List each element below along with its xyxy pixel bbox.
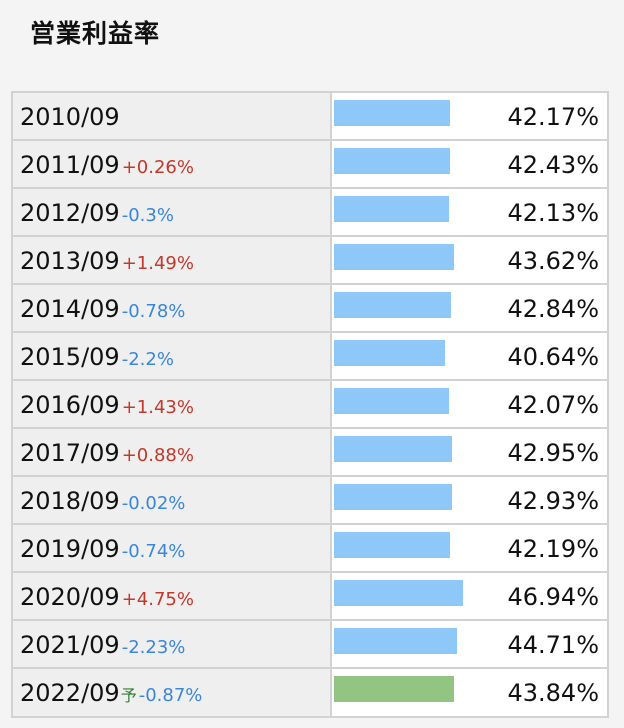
operating-margin-table: 2010/09 42.17% 2011/09 +0.26% 42.43% 2012/09-… (11, 91, 609, 718)
fiscal-year-label: 2017/09 (20, 439, 120, 467)
forecast-mark: 予 (120, 686, 137, 705)
year-cell: 2018/09 -0.02% (13, 477, 332, 523)
year-over-year-change: -2.2% (121, 349, 174, 370)
fiscal-year: 2012/09 -0.3% (20, 199, 174, 227)
margin-bar (334, 484, 452, 510)
table-row: 2016/09 +1.43% 42.07% (13, 381, 607, 429)
margin-value: 42.95% (507, 439, 599, 467)
fiscal-year-label: 2018/09 (20, 487, 120, 515)
year-cell: 2021/09 -2.23% (13, 621, 332, 667)
fiscal-year-label: 2013/09 (20, 247, 120, 275)
margin-bar (334, 580, 463, 606)
table-row: 2019/09 -0.74% 42.19% (13, 525, 607, 573)
fiscal-year: 2014/09 -0.78% (20, 295, 185, 323)
margin-bar (334, 196, 449, 222)
fiscal-year: 2010/09 (20, 103, 120, 131)
margin-value: 42.93% (507, 487, 599, 515)
fiscal-year: 2013/09 +1.49% (20, 247, 194, 275)
margin-value: 40.64% (507, 343, 599, 371)
year-cell: 2022/09予 -0.87% (13, 669, 332, 716)
fiscal-year-label: 2012/09 (20, 199, 120, 227)
year-over-year-change: -0.78% (121, 301, 186, 322)
year-cell: 2017/09 +0.88% (13, 429, 332, 475)
fiscal-year: 2018/09 -0.02% (20, 487, 185, 515)
table-row: 2021/09 -2.23% 44.71% (13, 621, 607, 669)
margin-value: 42.13% (507, 199, 599, 227)
table-row: 2014/09 -0.78% 42.84% (13, 285, 607, 333)
table-row: 2018/09 -0.02% 42.93% (13, 477, 607, 525)
page-title: 営業利益率 (30, 19, 161, 48)
margin-bar (334, 628, 457, 654)
year-cell: 2016/09 +1.43% (13, 381, 332, 427)
table-row: 2015/09 -2.2% 40.64% (13, 333, 607, 381)
margin-bar (334, 340, 445, 366)
year-over-year-change: -0.3% (121, 205, 174, 226)
year-over-year-change: -0.87% (138, 685, 203, 706)
fiscal-year: 2019/09 -0.74% (20, 535, 185, 563)
fiscal-year-label: 2014/09 (20, 295, 120, 323)
margin-value: 42.19% (507, 535, 599, 563)
year-over-year-change: -0.74% (121, 541, 186, 562)
fiscal-year-label: 2019/09 (20, 535, 120, 563)
fiscal-year: 2016/09 +1.43% (20, 391, 194, 419)
fiscal-year: 2020/09 +4.75% (20, 583, 194, 611)
margin-bar (334, 148, 450, 174)
margin-value: 42.17% (507, 103, 599, 131)
year-over-year-change: +0.88% (121, 445, 194, 466)
fiscal-year-label: 2020/09 (20, 583, 120, 611)
margin-bar (334, 100, 450, 126)
year-cell: 2019/09 -0.74% (13, 525, 332, 571)
year-cell: 2014/09 -0.78% (13, 285, 332, 331)
margin-bar (334, 388, 449, 414)
table-row: 2020/09 +4.75% 46.94% (13, 573, 607, 621)
margin-value: 46.94% (507, 583, 599, 611)
year-over-year-change: +1.43% (121, 397, 194, 418)
year-over-year-change: -0.02% (121, 493, 186, 514)
year-over-year-change: +1.49% (121, 253, 194, 274)
table-row: 2017/09 +0.88% 42.95% (13, 429, 607, 477)
table-row: 2011/09 +0.26% 42.43% (13, 141, 607, 189)
margin-bar (334, 244, 454, 270)
fiscal-year-label: 2015/09 (20, 343, 120, 371)
fiscal-year: 2011/09 +0.26% (20, 151, 194, 179)
margin-value: 43.62% (507, 247, 599, 275)
year-over-year-change: +0.26% (121, 157, 194, 178)
fiscal-year: 2015/09 -2.2% (20, 343, 174, 371)
year-cell: 2020/09 +4.75% (13, 573, 332, 619)
fiscal-year-label: 2011/09 (20, 151, 120, 179)
fiscal-year-label: 2021/09 (20, 631, 120, 659)
year-cell: 2013/09 +1.49% (13, 237, 332, 283)
forecast-margin-bar (334, 676, 454, 702)
margin-value: 44.71% (507, 631, 599, 659)
margin-value: 42.43% (507, 151, 599, 179)
year-over-year-change: -2.23% (121, 637, 186, 658)
fiscal-year-label: 2022/09 (20, 679, 120, 707)
fiscal-year-label: 2010/09 (20, 103, 120, 131)
year-cell: 2010/09 (13, 93, 332, 139)
table-row: 2010/09 42.17% (13, 93, 607, 141)
table-row: 2012/09 -0.3% 42.13% (13, 189, 607, 237)
year-cell: 2011/09 +0.26% (13, 141, 332, 187)
fiscal-year-label: 2016/09 (20, 391, 120, 419)
margin-value: 43.84% (507, 679, 599, 707)
table-row: 2013/09 +1.49% 43.62% (13, 237, 607, 285)
year-cell: 2012/09 -0.3% (13, 189, 332, 235)
fiscal-year: 2017/09 +0.88% (20, 439, 194, 467)
table-row: 2022/09予 -0.87% 43.84% (13, 669, 607, 716)
margin-value: 42.07% (507, 391, 599, 419)
margin-bar (334, 532, 450, 558)
margin-bar (334, 292, 451, 318)
margin-value: 42.84% (507, 295, 599, 323)
year-cell: 2015/09 -2.2% (13, 333, 332, 379)
margin-bar (334, 436, 452, 462)
fiscal-year: 2022/09予 -0.87% (20, 679, 202, 707)
year-over-year-change: +4.75% (121, 589, 194, 610)
fiscal-year: 2021/09 -2.23% (20, 631, 185, 659)
